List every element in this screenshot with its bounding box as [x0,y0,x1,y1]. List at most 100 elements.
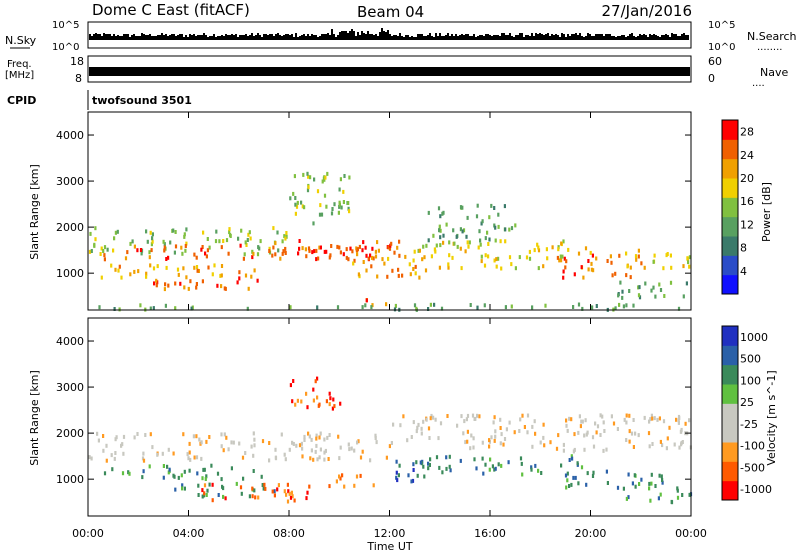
nave-legend-dots: .... [752,78,765,89]
nsky-bar [499,36,501,40]
range-gate-cell [499,417,502,422]
range-gate-cell [504,305,507,310]
range-gate-cell [581,419,584,424]
nsky-bar [113,34,115,40]
range-gate-cell [429,457,432,462]
range-gate-cell [660,474,663,479]
nsky-bar [465,34,467,40]
range-gate-cell [333,404,336,409]
nsky-bar [173,34,175,40]
nsky-bar [431,36,433,40]
range-gate-cell [625,303,628,308]
range-gate-cell [149,263,152,268]
range-gate-cell [256,252,260,257]
range-gate-cell [224,496,227,501]
nsky-bar [321,34,323,40]
range-gate-cell [353,258,356,263]
range-gate-cell [430,254,433,259]
range-gate-cell [650,288,653,293]
range-gate-cell [116,229,119,234]
range-gate-cell [505,427,508,432]
range-gate-cell [197,493,200,497]
range-gate-cell [653,416,656,421]
range-gate-cell [216,471,220,476]
nsky-bar [257,33,259,40]
range-gate-cell [98,305,101,310]
range-gate-cell [295,443,298,448]
range-gate-cell [172,228,175,233]
range-gate-cell [182,432,185,437]
range-gate-cell [375,440,378,445]
range-gate-cell [628,429,631,434]
range-gate-cell [422,244,425,249]
range-gate-cell [428,463,431,467]
range-gate-cell [478,229,481,234]
range-gate-cell [625,496,628,501]
range-gate-cell [162,239,165,244]
range-gate-cell [214,239,218,244]
nsky-bar [309,36,311,40]
range-gate-cell [486,230,489,235]
range-gate-cell [139,303,142,308]
range-gate-cell [488,467,491,472]
range-gate-cell [644,281,647,286]
range-gate-cell [308,484,311,489]
range-gate-cell [578,414,581,419]
range-gate-cell [480,254,483,259]
range-gate-cell [205,493,208,497]
range-gate-cell [439,243,442,248]
range-gate-cell [533,419,536,424]
nsky-bar [311,34,313,40]
range-gate-cell [200,440,203,445]
nsky-bar [601,34,603,40]
nsky-bar [351,29,353,40]
range-gate-cell [592,444,596,449]
range-gate-cell [514,266,517,271]
range-gate-cell [271,253,274,258]
range-gate-cell [315,257,318,262]
range-gate-cell [338,456,341,461]
velocity-colorbar-tick: 100 [740,374,761,387]
nsky-bar [565,37,567,40]
range-gate-cell [141,475,144,480]
range-gate-cell [589,250,592,255]
range-gate-cell [479,242,482,247]
range-gate-cell [165,257,168,261]
range-gate-cell [572,475,575,480]
range-gate-cell [656,417,659,422]
freq-label-line1: Freq. [7,59,32,70]
range-gate-cell [142,458,146,463]
range-gate-cell [493,415,496,420]
range-gate-cell [211,498,214,503]
range-gate-cell [100,275,103,280]
nsky-bar [283,35,285,40]
range-gate-cell [568,458,571,462]
range-gate-cell [658,473,661,478]
range-gate-cell [274,241,277,246]
colorbar-segment [722,274,738,295]
range-gate-cell [445,222,448,227]
range-gate-cell [374,433,377,438]
range-gate-cell [413,249,416,254]
nsky-bar [609,34,611,40]
nsky-bar [205,35,207,40]
range-gate-cell [616,427,619,431]
nsky-bar [451,34,453,40]
range-gate-cell [398,239,401,244]
time-axis-label: Time UT [366,540,412,553]
nsky-bar [299,36,301,40]
range-gate-cell [303,438,306,442]
range-gate-cell [220,432,223,437]
range-gate-cell [634,484,637,489]
range-gate-cell [99,252,102,256]
nsky-bar [585,36,587,40]
range-gate-cell [306,490,309,495]
range-gate-cell [161,451,164,456]
range-gate-cell [164,303,167,308]
range-gate-cell [687,260,690,265]
range-gate-cell [395,470,398,475]
range-gate-cell [439,235,442,240]
nsky-bar [653,34,655,40]
nsky-bar [439,33,441,40]
range-gate-cell [414,271,417,276]
